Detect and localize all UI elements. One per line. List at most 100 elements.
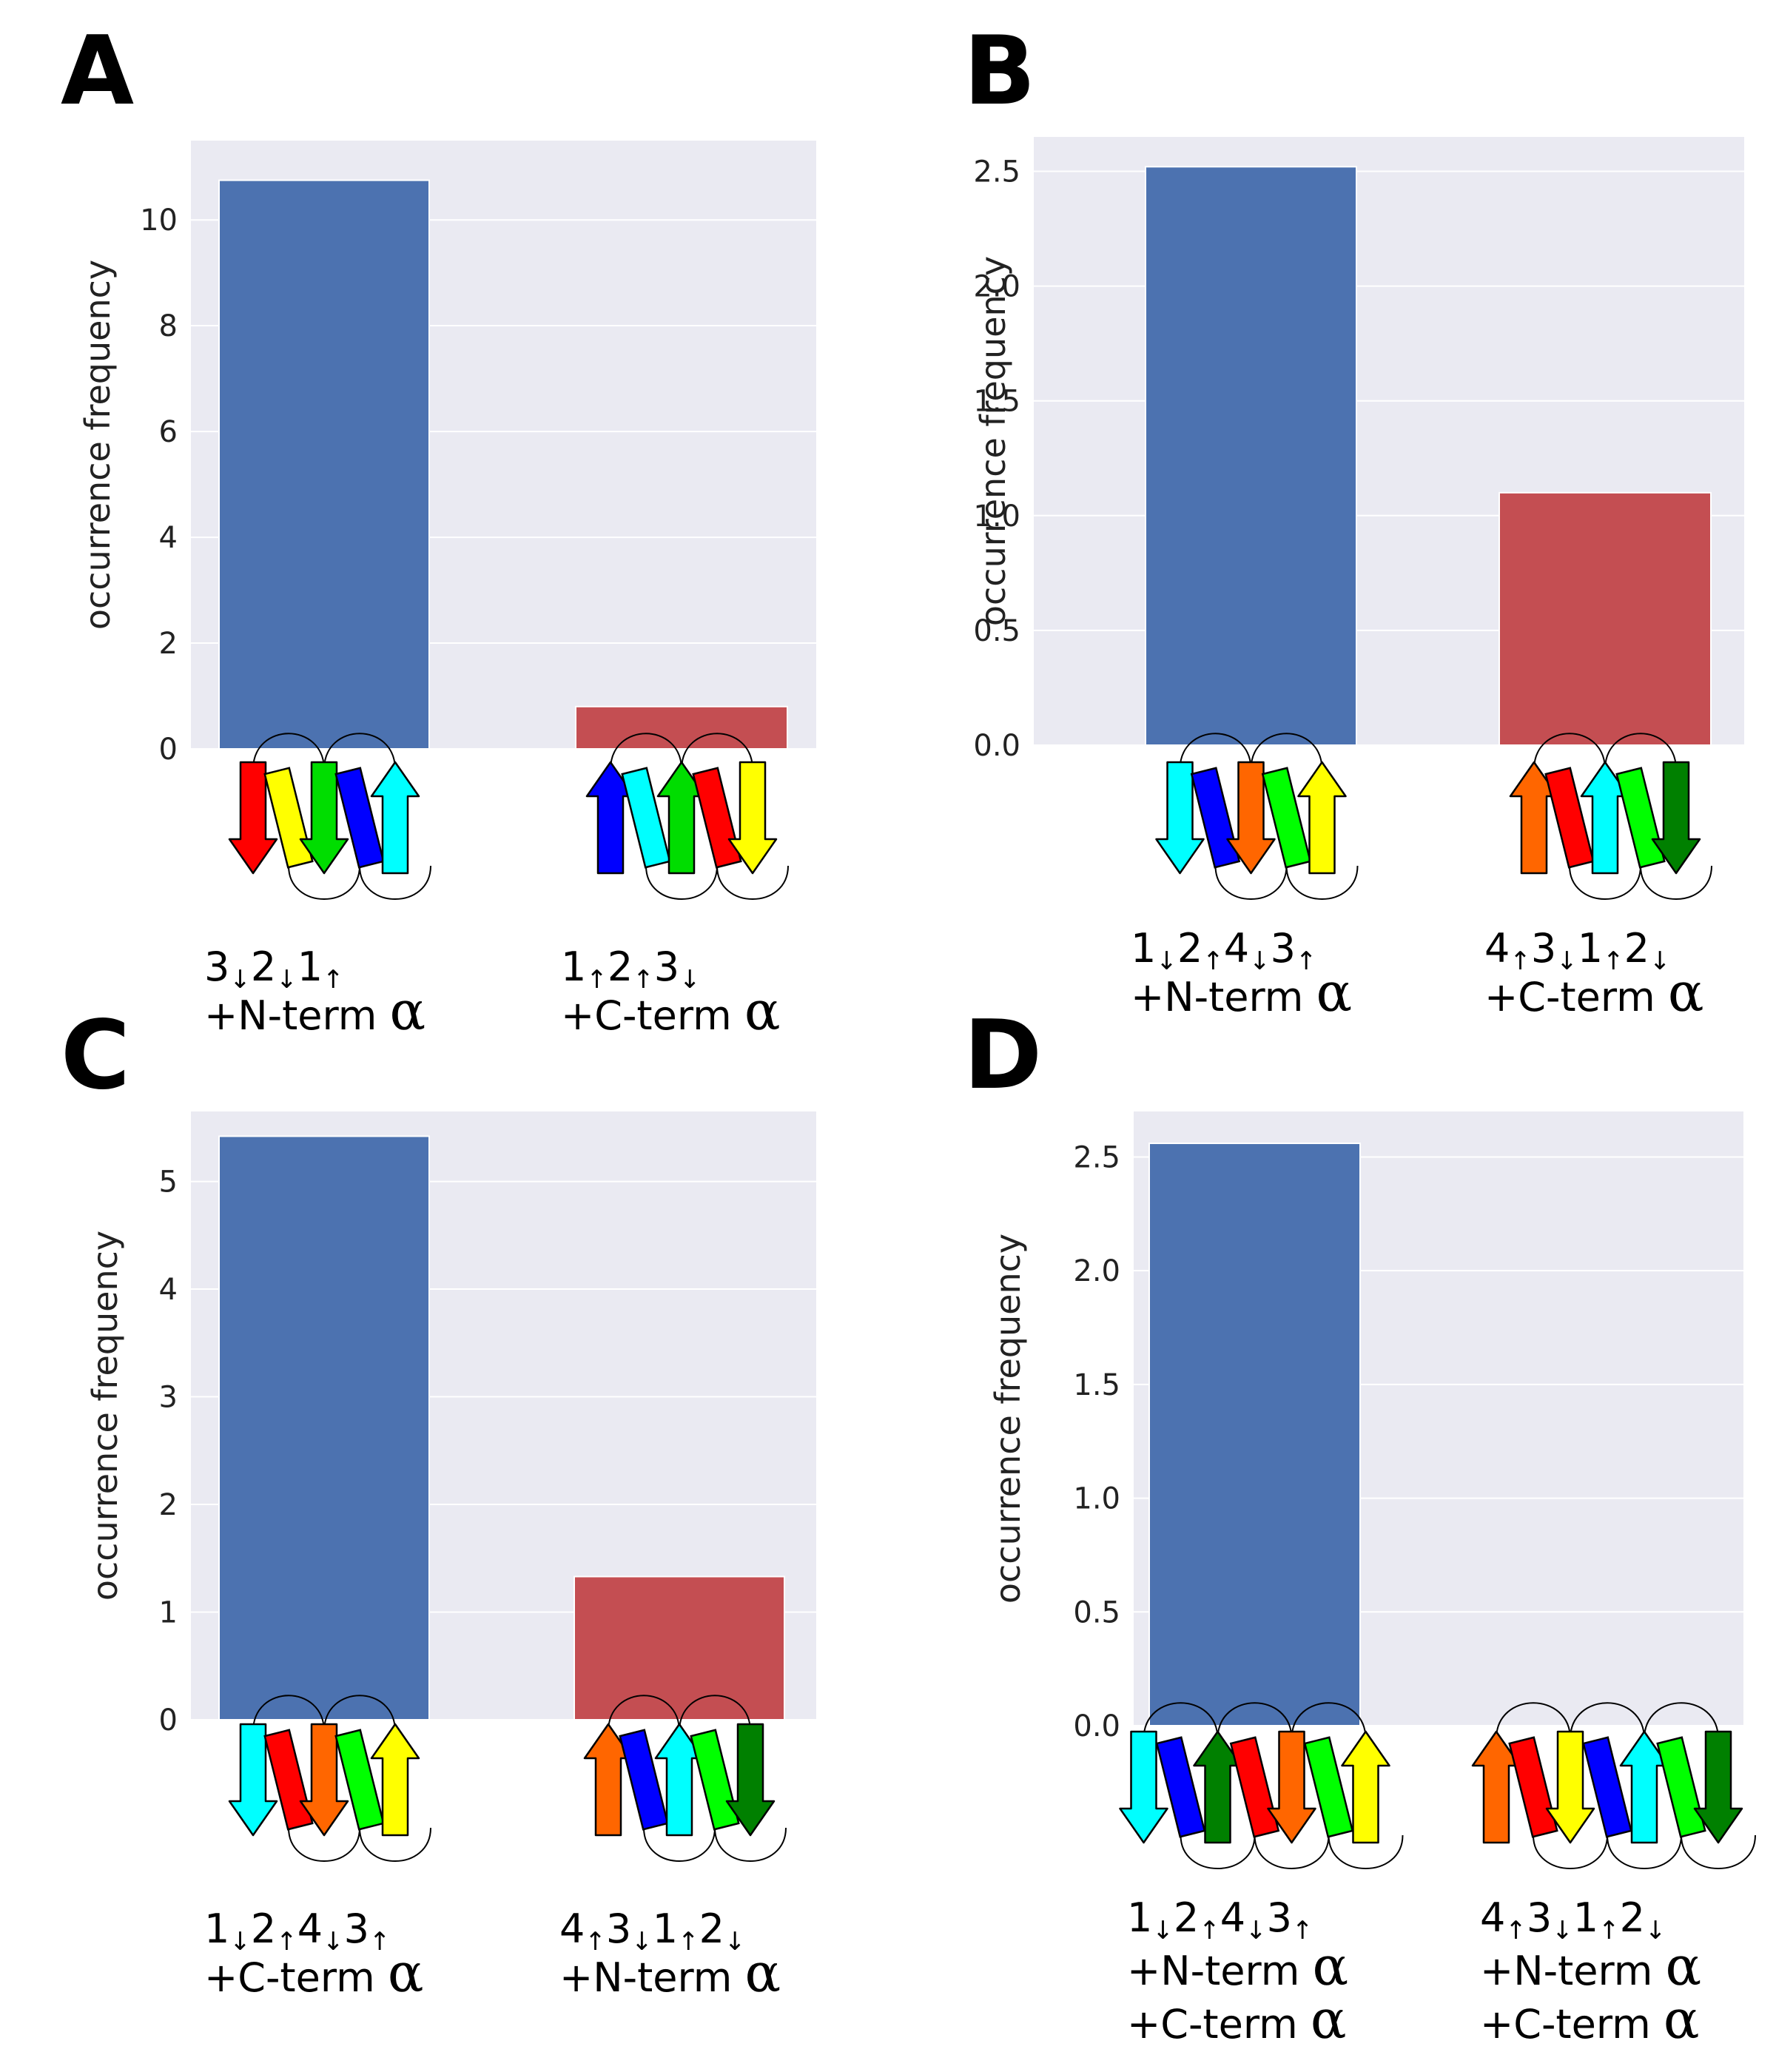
- label-text: +N-term: [559, 1954, 745, 2001]
- label-text: 2: [699, 1906, 724, 1952]
- topology-loop: [1570, 1702, 1645, 1740]
- strand-arrow: [1619, 1730, 1669, 1844]
- topology-diagram: [228, 733, 431, 900]
- label-text: 1: [204, 1906, 229, 1952]
- alpha-symbol: α: [388, 1942, 424, 2004]
- topology-diagram: [1119, 1702, 1404, 1869]
- category-label-line: +N-term α: [204, 980, 426, 1042]
- label-text: +N-term: [1127, 1948, 1313, 1994]
- topology-loop: [1254, 1834, 1330, 1869]
- topology-loop: [679, 1695, 751, 1732]
- topology-loop: [1496, 1702, 1571, 1740]
- y-tick-label: 10: [140, 204, 178, 238]
- helix-cylinder: [1190, 767, 1241, 869]
- label-text: 3: [204, 944, 229, 990]
- arrow-subscript: ↓: [1649, 946, 1671, 976]
- helix-cylinder: [692, 767, 742, 869]
- y-tick-label: 0.5: [1073, 1595, 1120, 1629]
- y-tick-label: 1.0: [973, 500, 1020, 534]
- alpha-symbol: α: [1313, 1935, 1349, 1997]
- helix-cylinder: [263, 1729, 314, 1831]
- strand-arrow: [1651, 761, 1701, 875]
- category-label-line: +N-term α: [1480, 1935, 1701, 1997]
- y-axis-label: occurrence frequency: [988, 1234, 1028, 1604]
- y-tick-label: 1.5: [973, 385, 1020, 419]
- arrow-subscript: ↓: [679, 965, 701, 995]
- arrow-subscript: ↓: [1552, 1916, 1573, 1945]
- alpha-symbol: α: [1311, 1988, 1347, 2051]
- topology-loop: [1569, 865, 1641, 900]
- label-text: +C-term: [1480, 2001, 1664, 2048]
- bar: [1148, 1143, 1361, 1726]
- category-label-line: 1↓2↑4↓3↑: [1131, 925, 1316, 976]
- topology-diagram: [1471, 1702, 1756, 1869]
- label-text: 2: [1174, 1894, 1199, 1941]
- arrow-subscript: ↑: [1603, 946, 1624, 976]
- topology-loop: [323, 1695, 396, 1732]
- helix-cylinder: [690, 1729, 740, 1831]
- label-text: +N-term: [204, 992, 390, 1039]
- arrow-subscript: ↓: [229, 965, 251, 995]
- helix-cylinder: [1582, 1736, 1632, 1838]
- category-label-line: +C-term α: [204, 1942, 423, 2004]
- category-label-line: +C-term α: [1484, 961, 1703, 1023]
- arrow-subscript: ↑: [678, 1927, 699, 1957]
- category-label-line: 1↓2↑4↓3↑: [1127, 1894, 1313, 1945]
- panel-letter: A: [61, 16, 134, 127]
- label-text: +C-term: [1127, 2001, 1311, 2048]
- category-label-line: 1↓2↑4↓3↑: [204, 1906, 390, 1957]
- alpha-symbol: α: [744, 980, 781, 1042]
- y-tick-label: 0: [159, 733, 178, 767]
- topology-loop: [252, 1695, 325, 1732]
- alpha-symbol: α: [1668, 961, 1704, 1023]
- category-label-line: +N-term α: [1127, 1935, 1348, 1997]
- helix-cylinder: [1615, 767, 1666, 869]
- category-label-line: +N-term α: [1131, 961, 1352, 1023]
- topology-loop: [1180, 1834, 1256, 1869]
- arrow-subscript: ↓: [1556, 946, 1578, 976]
- y-tick-label: 0.0: [1073, 1709, 1120, 1743]
- arrow-subscript: ↓: [323, 1927, 344, 1957]
- arrow-subscript: ↓: [276, 965, 297, 995]
- label-text: +C-term: [1484, 974, 1668, 1020]
- strand-arrow: [725, 1723, 776, 1837]
- label-text: 4: [1484, 925, 1510, 972]
- helix-cylinder: [1508, 1736, 1558, 1838]
- category-label-line: 4↑3↓1↑2↓: [1484, 925, 1670, 976]
- category-label-line: +C-term α: [561, 980, 780, 1042]
- arrow-subscript: ↑: [585, 1927, 606, 1957]
- label-text: +N-term: [1480, 1948, 1666, 1994]
- strand-arrow: [370, 1723, 420, 1837]
- y-tick-label: 2: [159, 1488, 178, 1522]
- label-text: 1: [1127, 1894, 1152, 1941]
- topology-loop: [716, 865, 789, 900]
- topology-diagram: [1155, 733, 1359, 900]
- topology-loop: [610, 733, 682, 770]
- arrow-subscript: ↑: [369, 1927, 391, 1957]
- strand-arrow: [1193, 1730, 1242, 1844]
- alpha-symbol: α: [745, 1942, 781, 2004]
- label-text: 1: [1578, 925, 1603, 972]
- y-tick-label: 4: [159, 1273, 178, 1307]
- label-text: 1: [561, 944, 586, 990]
- label-text: 3: [344, 1906, 369, 1952]
- category-label-line: 4↑3↓1↑2↓: [559, 1906, 745, 1957]
- category-label-line: +N-term α: [559, 1942, 781, 2004]
- category-label: 4↑3↓1↑2↓+C-term α: [1484, 925, 1703, 1023]
- label-text: +C-term: [204, 1954, 388, 2001]
- arrow-subscript: ↑: [633, 965, 654, 995]
- topology-loop: [1640, 865, 1712, 900]
- helix-cylinder: [1303, 1736, 1354, 1838]
- y-axis-label: occurrence frequency: [85, 1231, 125, 1601]
- arrow-subscript: ↓: [631, 1927, 653, 1957]
- y-tick-label: 6: [159, 415, 178, 449]
- strand-arrow: [656, 761, 707, 875]
- strand-arrow: [1471, 1730, 1521, 1844]
- label-text: 3: [1527, 1894, 1552, 1941]
- arrow-subscript: ↑: [1505, 1916, 1527, 1945]
- category-label-line: 4↑3↓1↑2↓: [1480, 1894, 1666, 1945]
- y-tick-label: 2: [159, 627, 178, 661]
- panel-letter: D: [963, 1000, 1042, 1111]
